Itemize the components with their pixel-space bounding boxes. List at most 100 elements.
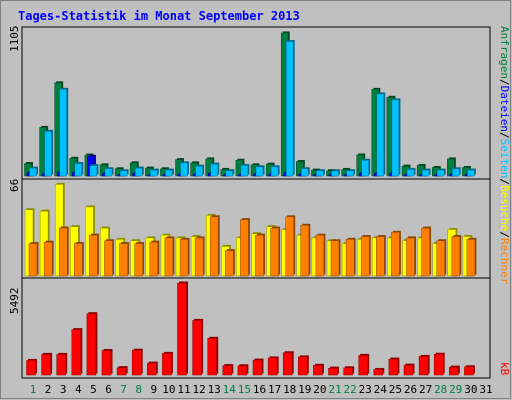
bar-middle-rechner-5 bbox=[89, 234, 98, 277]
legend-sep-1: / bbox=[498, 79, 511, 86]
bar-bottom-kb-25 bbox=[388, 358, 399, 376]
bar-bottom-kb-15 bbox=[237, 365, 248, 376]
bar-top-dateien-19 bbox=[301, 168, 309, 177]
day-labels: 1 2 3 4 5 6 7 8 9 10 11 12 13 14 15 16 17 18 19 20 21 22 23 24 2… bbox=[30, 383, 493, 396]
bar-bottom-kb-3 bbox=[56, 354, 66, 376]
bar-middle-rechner-23 bbox=[360, 236, 370, 277]
bar-bottom-kb-26 bbox=[403, 364, 414, 376]
bar-bottom-kb-16 bbox=[252, 359, 263, 376]
day-label-9: 9 bbox=[150, 383, 157, 396]
bar-top-dateien-24 bbox=[376, 93, 385, 177]
bar-middle-rechner-16 bbox=[255, 234, 264, 277]
bar-bottom-kb-13 bbox=[207, 338, 217, 376]
bar-top-dateien-3 bbox=[59, 89, 67, 177]
bar-bottom-kb-20 bbox=[313, 365, 323, 376]
bar-bottom-kb-8 bbox=[131, 349, 142, 376]
bar-top-dateien-13 bbox=[210, 163, 218, 177]
day-label-30: 30 bbox=[464, 383, 477, 396]
bar-middle-rechner-7 bbox=[119, 243, 128, 277]
bar-top-dateien-10 bbox=[165, 169, 173, 177]
bar-middle-rechner-30 bbox=[466, 239, 476, 277]
day-label-1: 1 bbox=[30, 383, 37, 396]
bar-middle-rechner-4 bbox=[74, 243, 83, 277]
bar-middle-rechner-12 bbox=[194, 237, 204, 277]
legend-sep-3: / bbox=[498, 178, 511, 185]
bar-top-dateien-17 bbox=[270, 166, 279, 177]
day-label-4: 4 bbox=[75, 383, 82, 396]
panel-middle-max-label: 66 bbox=[8, 179, 21, 192]
bar-bottom-kb-27 bbox=[418, 356, 429, 376]
bar-top-dateien-7 bbox=[119, 170, 128, 177]
day-label-6: 6 bbox=[105, 383, 112, 396]
bar-top-dateien-26 bbox=[406, 169, 415, 177]
panel-top-max-label: 1105 bbox=[8, 26, 21, 53]
bar-top-dateien-30 bbox=[467, 169, 475, 177]
bar-bottom-kb-22 bbox=[343, 367, 353, 376]
legend-sep-4: / bbox=[498, 231, 511, 238]
day-label-11: 11 bbox=[177, 383, 190, 396]
chart-title: Tages-Statistik im Monat September 2013 bbox=[18, 9, 300, 23]
legend-seiten: Seiten bbox=[498, 139, 511, 179]
bar-top-dateien-20 bbox=[316, 170, 324, 177]
bar-middle-rechner-1 bbox=[28, 243, 38, 277]
bar-bottom-kb-29 bbox=[449, 366, 459, 376]
bar-middle-rechner-6 bbox=[104, 240, 113, 277]
bar-bottom-kb-19 bbox=[298, 356, 308, 376]
bar-middle-rechner-9 bbox=[149, 241, 159, 277]
bar-top-dateien-5 bbox=[89, 165, 98, 177]
chart-bars bbox=[24, 31, 477, 376]
day-label-7: 7 bbox=[120, 383, 127, 396]
bar-top-dateien-12 bbox=[195, 165, 203, 177]
day-label-13: 13 bbox=[208, 383, 221, 396]
bar-middle-rechner-2 bbox=[43, 241, 53, 277]
bar-top-dateien-14 bbox=[225, 170, 234, 177]
bar-top-dateien-16 bbox=[255, 166, 264, 177]
bar-bottom-kb-9 bbox=[147, 362, 157, 376]
day-label-3: 3 bbox=[60, 383, 67, 396]
bar-top-dateien-4 bbox=[74, 163, 83, 177]
bar-bottom-kb-21 bbox=[328, 367, 338, 376]
bar-top-dateien-29 bbox=[452, 168, 460, 177]
day-label-23: 23 bbox=[359, 383, 372, 396]
day-label-2: 2 bbox=[45, 383, 52, 396]
day-label-17: 17 bbox=[268, 383, 281, 396]
bar-top-dateien-28 bbox=[436, 169, 445, 177]
bar-bottom-kb-24 bbox=[373, 369, 384, 376]
bar-bottom-kb-12 bbox=[192, 320, 202, 376]
bar-bottom-kb-10 bbox=[162, 353, 172, 376]
day-label-18: 18 bbox=[283, 383, 296, 396]
bar-middle-rechner-8 bbox=[134, 243, 143, 277]
bar-middle-rechner-10 bbox=[164, 237, 174, 277]
bar-middle-rechner-28 bbox=[436, 240, 445, 277]
bar-top-dateien-15 bbox=[240, 165, 249, 177]
bar-top-dateien-1 bbox=[29, 167, 37, 177]
bar-bottom-kb-30 bbox=[464, 366, 474, 376]
bar-bottom-kb-1 bbox=[26, 360, 36, 376]
bar-bottom-kb-18 bbox=[282, 352, 293, 376]
panel-bottom-frame bbox=[21, 277, 491, 379]
bar-top-dateien-25 bbox=[391, 99, 400, 177]
bar-bottom-kb-6 bbox=[101, 350, 112, 376]
bar-top-dateien-18 bbox=[285, 41, 294, 177]
bar-middle-rechner-20 bbox=[315, 234, 325, 277]
day-label-5: 5 bbox=[90, 383, 97, 396]
bar-middle-rechner-26 bbox=[406, 237, 415, 277]
bar-middle-rechner-13 bbox=[209, 216, 219, 277]
bar-middle-rechner-22 bbox=[345, 239, 355, 277]
bar-top-dateien-27 bbox=[421, 169, 430, 177]
bar-top-dateien-21 bbox=[331, 170, 339, 177]
day-label-25: 25 bbox=[389, 383, 402, 396]
day-label-21: 21 bbox=[328, 383, 341, 396]
day-label-8: 8 bbox=[135, 383, 142, 396]
bar-bottom-kb-4 bbox=[71, 329, 82, 376]
bar-bottom-kb-2 bbox=[41, 354, 51, 376]
panel-bottom-max-label: 5492 bbox=[8, 288, 21, 315]
bar-middle-rechner-24 bbox=[376, 236, 385, 277]
day-label-14: 14 bbox=[223, 383, 237, 396]
bar-middle-rechner-11 bbox=[179, 239, 189, 277]
bar-middle-rechner-21 bbox=[330, 240, 340, 277]
bar-bottom-kb-17 bbox=[267, 357, 278, 376]
legend-dateien: Dateien bbox=[498, 86, 511, 132]
